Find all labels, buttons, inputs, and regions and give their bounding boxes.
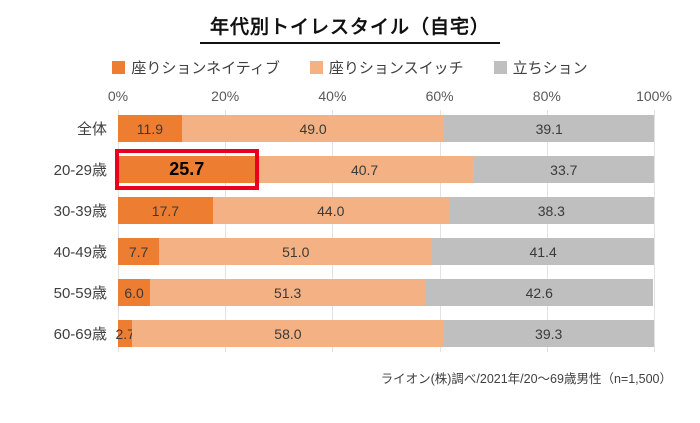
row-label: 60-69歳 [53, 326, 107, 343]
x-tick-label: 80% [532, 88, 561, 104]
bar-value: 11.9 [136, 120, 163, 137]
bar-segment: 6.0 [118, 279, 151, 306]
chart-row: 30-39歳 17.7 44.0 38.3 [18, 190, 654, 231]
legend-item: 立ちション [493, 57, 588, 78]
bar-value: 44.0 [317, 202, 345, 219]
bar-value: 33.7 [550, 161, 578, 178]
bar-segment: 11.9 [118, 115, 182, 142]
bar-stack: 7.7 51.0 41.4 [118, 238, 654, 265]
row-label: 50-59歳 [53, 285, 107, 302]
row-label: 40-49歳 [53, 244, 107, 261]
gridline [439, 110, 441, 352]
row-label: 30-39歳 [53, 203, 107, 220]
legend-swatch-icon [493, 61, 507, 74]
legend-swatch-icon [309, 61, 323, 74]
bar-value: 25.7 [169, 159, 205, 179]
bar-segment: 33.7 [473, 156, 655, 183]
chart-title: 年代別トイレスタイル（自宅） [199, 12, 500, 44]
gridline [225, 110, 227, 352]
x-tick-label: 100% [636, 88, 672, 104]
bar-stack: 2.7 58.0 39.3 [115, 320, 654, 347]
bar-value: 17.7 [151, 202, 180, 219]
bar-value: 6.0 [124, 284, 144, 301]
row-label: 20-29歳 [53, 162, 107, 179]
bar-segment: 39.3 [443, 320, 654, 347]
chart-area: 0% 20% 40% 60% 80% 100% 全体 11.9 49.0 39.1 20-29歳 2… [18, 88, 672, 354]
legend-label: 座りションネイティブ [131, 60, 280, 77]
bar-segment: 51.3 [150, 279, 426, 306]
source-note: ライオン(株)調べ/2021年/20～69歳男性（n=1,500） [380, 372, 672, 386]
bar-stack: 6.0 51.3 42.6 [118, 279, 654, 306]
gridline [118, 110, 119, 352]
bar-stack: 11.9 49.0 39.1 [118, 115, 654, 142]
bar-value: 41.4 [529, 243, 557, 260]
gridlines [118, 110, 655, 352]
x-tick-label: 60% [425, 88, 454, 104]
chart-row: 全体 11.9 49.0 39.1 [18, 108, 654, 149]
bar-segment: 17.7 [118, 197, 213, 224]
bar-value: 58.0 [274, 325, 302, 342]
x-tick-label: 0% [107, 88, 129, 104]
chart-row: 40-49歳 7.7 51.0 41.4 [18, 231, 654, 272]
bar-stack: 17.7 44.0 38.3 [118, 197, 654, 224]
x-tick-label: 40% [318, 88, 347, 104]
legend-swatch-icon [112, 61, 126, 74]
bar-stack: 25.7 40.7 33.7 [115, 149, 655, 190]
x-axis: 0% 20% 40% 60% 80% 100% [108, 88, 672, 108]
title-wrap: 年代別トイレスタイル（自宅） [0, 0, 700, 44]
bar-segment: 44.0 [212, 197, 449, 224]
legend-label: 座りションスイッチ [328, 60, 464, 77]
bar-segment: 2.7 [115, 320, 135, 347]
bar-segment: 49.0 [181, 115, 445, 142]
bar-value: 51.3 [274, 284, 302, 301]
legend-item: 座りションスイッチ [309, 57, 464, 78]
legend-label: 立ちション [512, 60, 588, 77]
plot-area: 全体 11.9 49.0 39.1 20-29歳 25.7 40.7 33.7 30-39歳 17… [18, 108, 655, 354]
chart-row: 20-29歳 25.7 40.7 33.7 [18, 149, 655, 190]
bar-value: 51.0 [282, 243, 310, 260]
chart-row: 50-59歳 6.0 51.3 42.6 [18, 272, 654, 313]
chart-row: 60-69歳 2.7 58.0 39.3 [18, 313, 654, 354]
bar-value: 2.7 [115, 325, 135, 342]
bar-value: 39.3 [535, 325, 563, 342]
gridline [332, 110, 334, 352]
bar-segment: 51.0 [159, 238, 433, 265]
bar-segment: 58.0 [132, 320, 444, 347]
bar-segment: 7.7 [118, 238, 160, 265]
plot-rows: 全体 11.9 49.0 39.1 20-29歳 25.7 40.7 33.7 30-39歳 17… [18, 108, 655, 354]
bar-segment: 42.6 [425, 279, 654, 306]
gridline [654, 110, 655, 352]
row-label: 全体 [76, 121, 107, 138]
bar-value: 42.6 [525, 284, 553, 301]
legend-item: 座りションネイティブ [112, 57, 280, 78]
gridline [546, 110, 548, 352]
bar-segment: 25.7 [118, 156, 256, 183]
bar-segment: 40.7 [255, 156, 474, 183]
bar-segment: 39.1 [444, 115, 654, 142]
bar-segment: 41.4 [432, 238, 654, 265]
bar-value: 40.7 [350, 161, 379, 178]
bar-value: 39.1 [535, 120, 563, 137]
bar-value: 38.3 [537, 202, 565, 219]
bar-value: 49.0 [299, 120, 327, 137]
bar-segment: 38.3 [448, 197, 654, 224]
x-tick-label: 20% [211, 88, 240, 104]
legend: 座りションネイティブ 座りションスイッチ 立ちション [0, 57, 700, 78]
bar-value: 7.7 [128, 243, 149, 260]
